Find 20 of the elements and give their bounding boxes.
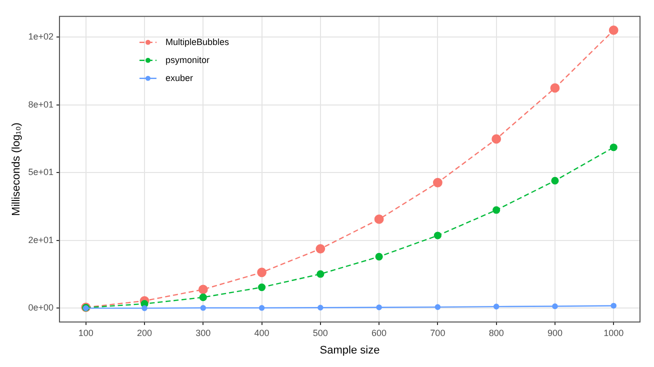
legend-label: MultipleBubbles <box>165 36 230 47</box>
y-tick-label: 5e+01 <box>28 167 54 178</box>
y-tick-label: 2e+01 <box>28 234 54 245</box>
legend-label: exuber <box>165 72 194 83</box>
x-tick-label: 400 <box>254 328 270 338</box>
x-tick-label: 1000 <box>604 328 624 338</box>
x-tick-label: 700 <box>430 328 446 338</box>
x-tick-label: 200 <box>136 328 152 338</box>
y-tick-label: 1e+02 <box>28 31 54 42</box>
y-tick-label: 0e+00 <box>28 302 54 313</box>
legend-label: psymonitor <box>165 54 210 65</box>
x-axis-title: Sample size <box>320 344 380 356</box>
x-tick-label: 600 <box>372 328 387 338</box>
x-tick-label: 300 <box>196 328 211 338</box>
y-tick-label: 8e+01 <box>28 99 54 110</box>
x-tick-label: 800 <box>488 328 504 338</box>
x-tick-label: 900 <box>547 328 562 338</box>
y-axis-title: Milliseconds (log₁₀) <box>10 122 23 216</box>
x-tick-label: 100 <box>78 328 94 338</box>
x-tick-label: 500 <box>312 328 328 338</box>
